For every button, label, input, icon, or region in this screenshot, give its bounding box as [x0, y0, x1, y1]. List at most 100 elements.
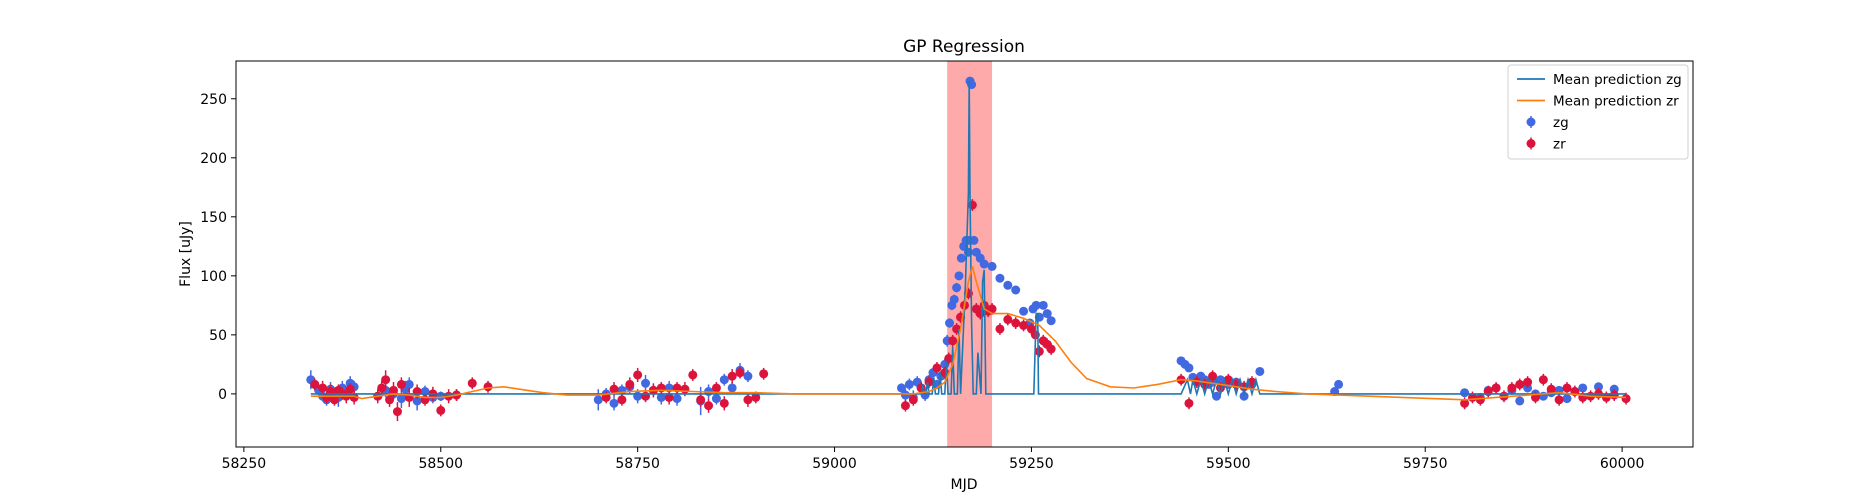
data-point [995, 324, 1005, 334]
legend: Mean prediction zg Mean prediction zr zg zr [1507, 64, 1689, 160]
data-point [1578, 383, 1588, 393]
data-point [1460, 398, 1470, 408]
data-point [680, 384, 690, 394]
data-point [396, 379, 406, 389]
data-point [1042, 309, 1052, 319]
data-point [979, 259, 989, 269]
data-point [396, 394, 406, 404]
series-line-mean-prediction-zg [310, 81, 1627, 397]
data-point [1491, 383, 1501, 393]
y-tick-label: 50 [209, 328, 227, 344]
data-point [987, 304, 997, 314]
data-point [412, 396, 422, 406]
data-point [310, 379, 320, 389]
legend-label: zr [1553, 137, 1566, 153]
data-point [1019, 306, 1029, 316]
data-point [704, 401, 714, 411]
data-point [625, 379, 635, 389]
data-point [924, 377, 934, 387]
data-point [1184, 363, 1194, 373]
data-point [385, 395, 395, 405]
chart-title: GP Regression [903, 37, 1025, 57]
data-point [1003, 280, 1013, 290]
data-point [967, 200, 977, 210]
data-point [1212, 391, 1222, 401]
data-point [672, 394, 682, 404]
y-tick-label: 150 [200, 210, 227, 226]
data-point [932, 363, 942, 373]
data-point [467, 378, 477, 388]
data-point [1515, 379, 1525, 389]
y-axis-label: Flux [uJy] [178, 221, 194, 287]
data-point [483, 382, 493, 392]
x-axis-label: MJD [951, 477, 978, 493]
plot-frame [235, 60, 1694, 448]
data-point [1011, 318, 1021, 328]
data-point [1011, 285, 1021, 295]
data-point [963, 247, 973, 257]
data-point [711, 394, 721, 404]
data-point [436, 405, 446, 415]
data-point [617, 395, 627, 405]
data-point [656, 392, 666, 402]
data-point [908, 395, 918, 405]
data-point [1460, 388, 1470, 398]
data-point [1031, 300, 1041, 310]
data-point [345, 384, 355, 394]
data-point [952, 283, 962, 293]
data-point [719, 375, 729, 385]
data-point [318, 383, 328, 393]
data-point [719, 398, 729, 408]
data-point [896, 383, 906, 393]
data-point [1038, 300, 1048, 310]
data-point [1208, 371, 1218, 381]
data-point [404, 379, 414, 389]
data-point [900, 390, 910, 400]
x-tick-label: 58250 [222, 456, 267, 472]
data-point [641, 378, 651, 388]
data-point [1034, 346, 1044, 356]
data-point [975, 309, 985, 319]
y-tick-label: 250 [200, 92, 227, 108]
data-point [1515, 396, 1525, 406]
data-point [1593, 382, 1603, 392]
data-point [633, 391, 643, 401]
legend-label: Mean prediction zg [1553, 72, 1682, 88]
data-point [949, 294, 959, 304]
data-point [688, 370, 698, 380]
data-point [329, 395, 339, 405]
data-point [759, 369, 769, 379]
data-point [641, 391, 651, 401]
data-point [1019, 320, 1029, 330]
data-point [1621, 394, 1631, 404]
data-point [904, 379, 914, 389]
plot-layer [306, 76, 1631, 422]
data-point [945, 318, 955, 328]
data-point [1334, 379, 1344, 389]
data-point [1046, 344, 1056, 354]
data-point [944, 353, 954, 363]
x-tick-label: 60000 [1600, 456, 1645, 472]
data-point [609, 398, 619, 408]
tick-layer: 58250 58500 58750 59000 59250 59500 59750 60000… [200, 92, 1644, 472]
data-point [1523, 377, 1533, 387]
y-tick-label: 0 [218, 387, 227, 403]
x-tick-label: 58500 [418, 456, 463, 472]
data-point [1475, 395, 1485, 405]
data-point [1562, 383, 1572, 393]
data-point [1507, 383, 1517, 393]
data-point [711, 383, 721, 393]
legend-marker-swatch [1526, 139, 1536, 148]
x-tick-label: 59250 [1009, 456, 1054, 472]
data-point [954, 271, 964, 281]
y-tick-label: 100 [200, 269, 227, 285]
data-point [900, 401, 910, 411]
series-line-mean-prediction-zr [310, 266, 1627, 401]
legend-label: Mean prediction zr [1553, 94, 1679, 110]
data-point [969, 235, 979, 245]
data-point [609, 384, 619, 394]
legend-marker-swatch [1526, 117, 1536, 127]
data-point [696, 395, 706, 405]
data-point [1184, 398, 1194, 408]
